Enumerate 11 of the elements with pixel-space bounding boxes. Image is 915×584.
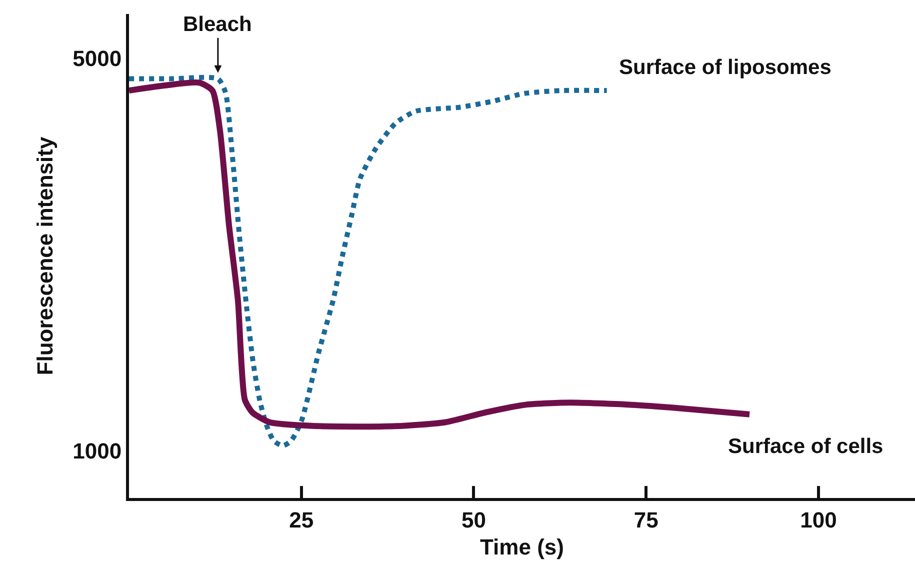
x-axis-title: Time (s) xyxy=(480,534,564,560)
x-tick-label: 50 xyxy=(462,507,486,532)
x-tick-label: 25 xyxy=(289,507,314,532)
series-label: Surface of liposomes xyxy=(619,56,832,79)
annotation: Bleach xyxy=(183,13,252,36)
y-axis-title: Fluorescence intensity xyxy=(32,136,58,376)
y-tick-label: 1000 xyxy=(72,438,122,464)
x-tick-label: 100 xyxy=(800,507,837,532)
y-tick-label: 5000 xyxy=(72,46,122,71)
x-tick-label: 75 xyxy=(634,507,658,532)
series-label: Surface of cells xyxy=(728,435,884,458)
